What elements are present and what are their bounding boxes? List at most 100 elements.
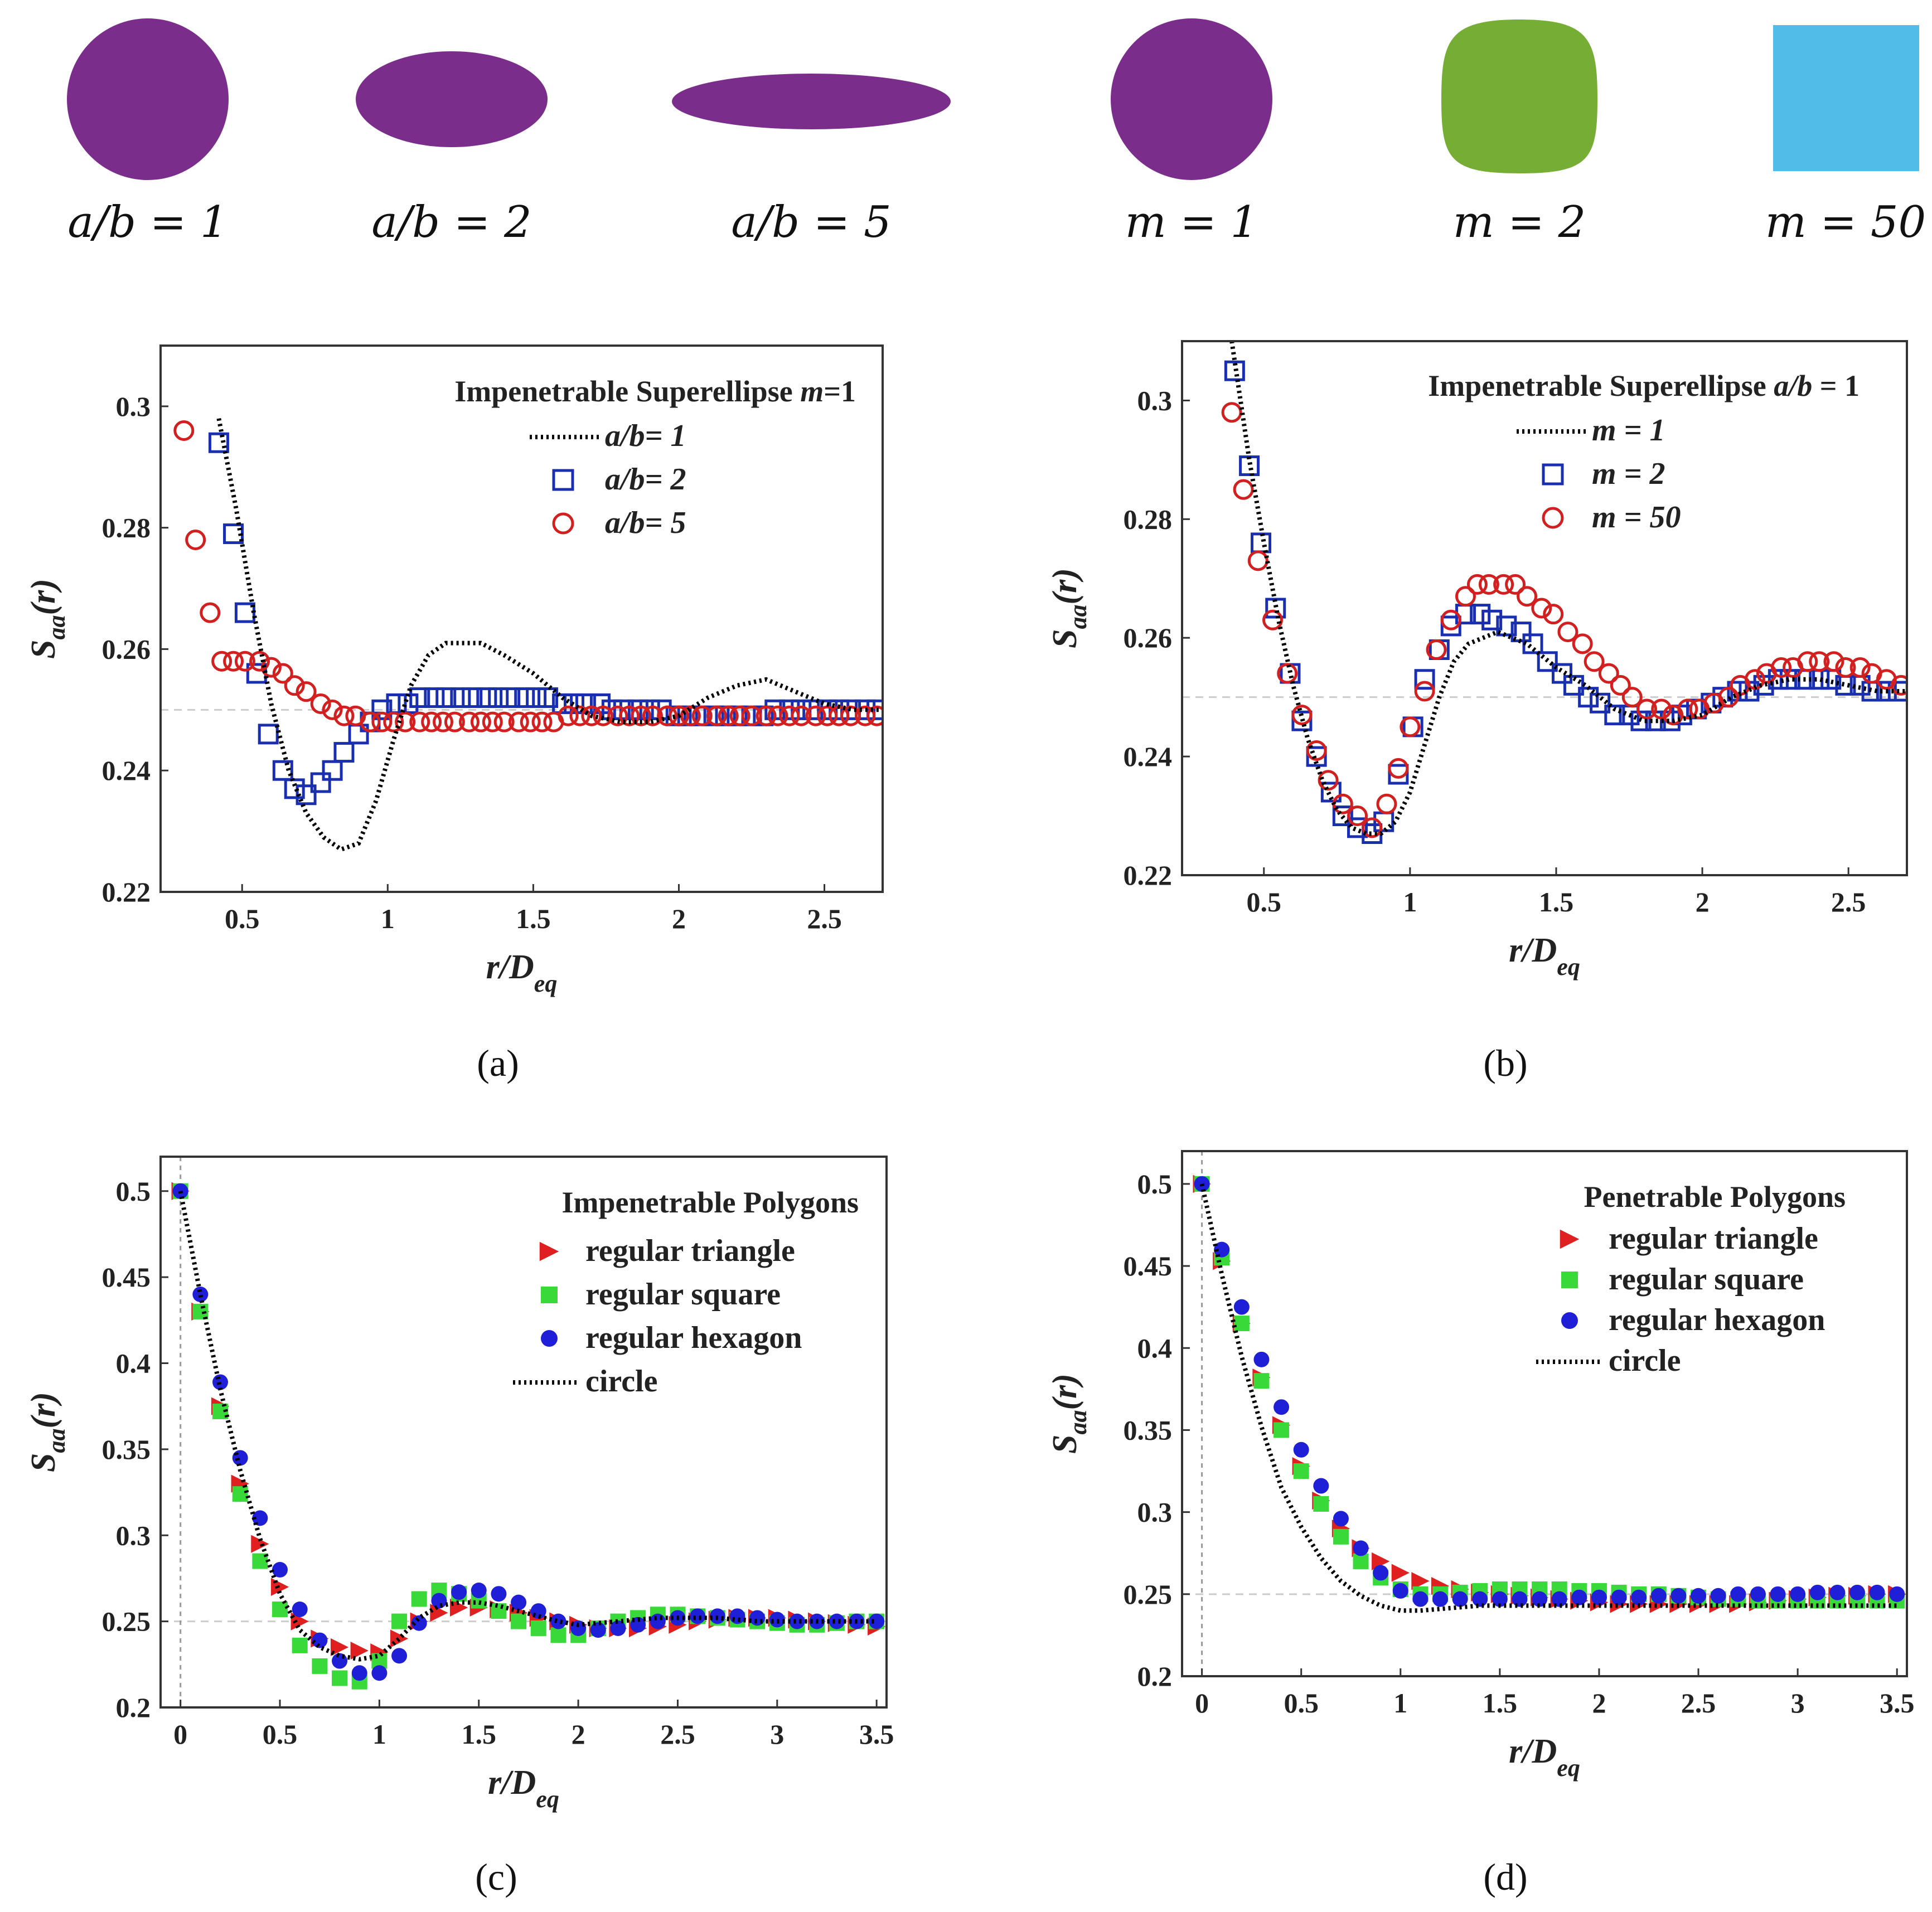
legend-label: regular hexagon	[585, 1321, 802, 1355]
data-point	[185, 529, 206, 550]
data-point	[1372, 1552, 1390, 1571]
data-point	[869, 1613, 885, 1629]
data-point	[1376, 793, 1397, 814]
data-point	[272, 663, 293, 684]
y-tick-label: 0.2	[1137, 1661, 1173, 1692]
data-point	[530, 1620, 546, 1636]
data-point	[470, 711, 491, 732]
y-tick-label: 0.35	[102, 1434, 151, 1465]
data-point	[619, 705, 640, 726]
data-point	[650, 1613, 666, 1629]
legend-label: regular square	[1609, 1262, 1804, 1297]
panel-b: 0.5 1 1.5 2 2.5 0.22 0.24 0.26 0.28 0.3 r/Deq Saa(r…	[1046, 340, 1908, 1084]
data-point	[1426, 639, 1447, 661]
data-point	[430, 1604, 448, 1622]
data-point	[1636, 698, 1657, 720]
data-point	[1512, 1591, 1528, 1607]
data-point	[1440, 609, 1461, 630]
data-point	[1347, 817, 1368, 838]
data-point	[284, 675, 305, 696]
panel-a: 0.5 1 1.5 2 2.5 0.22 0.24 0.26 0.28 0.3 r/Deq Saa(r…	[25, 344, 884, 1084]
panel-label: (a)	[477, 1042, 519, 1084]
data-point	[1262, 609, 1283, 630]
data-point	[1388, 764, 1409, 785]
data-point	[383, 711, 404, 732]
data-point	[1291, 705, 1313, 726]
data-point	[1584, 651, 1605, 672]
data-point	[691, 705, 713, 726]
data-point	[1274, 1422, 1290, 1438]
data-point	[550, 1627, 566, 1643]
legend-title: Impenetrable Superellipse a/b = 1	[1428, 369, 1860, 402]
plot-frame	[159, 344, 884, 893]
data-point	[1493, 574, 1514, 595]
data-point	[1650, 1588, 1667, 1604]
data-point	[779, 699, 800, 720]
data-point	[1306, 746, 1327, 767]
legend-label: a/b= 2	[605, 462, 686, 497]
data-point	[866, 699, 883, 720]
data-point	[421, 711, 442, 732]
data-point	[409, 711, 430, 732]
legend-item: a/b= 2	[552, 462, 686, 497]
panel-d: 0 0.5 1 1.5 2 2.5 3 3.5 0.2 0.25 0.3 0.35 0.4 0.45 0.5…	[1046, 1150, 1914, 1898]
data-point	[333, 742, 355, 763]
series-line	[216, 418, 883, 852]
plot-area	[1193, 1175, 1906, 1613]
legend-title: Impenetrable Superellipse m=1	[454, 375, 856, 408]
data-point	[593, 705, 614, 726]
x-tick-label: 3	[1791, 1687, 1805, 1719]
shape-label: a/b = 1	[67, 197, 227, 248]
data-point	[1392, 1583, 1408, 1599]
data-point	[411, 1591, 427, 1607]
data-point	[351, 1665, 367, 1681]
legend-label: m = 2	[1592, 457, 1665, 491]
legend-item: m = 2	[1542, 457, 1665, 491]
legend-label: regular hexagon	[1609, 1303, 1825, 1337]
y-tick-label: 0.22	[1124, 860, 1173, 891]
data-point	[350, 1642, 369, 1660]
data-point	[290, 1612, 309, 1630]
plot-frame	[1181, 1150, 1908, 1677]
data-point	[1470, 604, 1491, 625]
x-axis-label: r/Deq	[488, 1764, 559, 1813]
legend-item: regular square	[1561, 1262, 1804, 1297]
data-point	[1414, 681, 1435, 702]
x-axis-label: r/Deq	[486, 948, 558, 997]
data-point	[1347, 805, 1368, 827]
data-point	[1551, 663, 1572, 684]
legend-marker-swatch	[541, 1330, 558, 1347]
data-point	[332, 1670, 348, 1686]
x-tick-label: 2.5	[660, 1719, 695, 1750]
data-point	[1771, 657, 1792, 678]
x-tick-label: 0.5	[1247, 886, 1282, 918]
data-point	[200, 602, 221, 623]
data-point	[1452, 1591, 1468, 1607]
data-point	[829, 1613, 845, 1629]
data-point	[767, 705, 788, 726]
panel-label: (c)	[475, 1856, 517, 1898]
data-point	[789, 1613, 805, 1629]
shapes-row: a/b = 1 a/b = 2 a/b = 5 m = 1 m = 2 m = …	[67, 18, 1926, 248]
data-point	[211, 651, 233, 672]
data-point	[332, 1653, 348, 1669]
plot-area	[1221, 341, 1907, 844]
data-point	[409, 687, 430, 708]
y-tick-label: 0.45	[102, 1261, 151, 1293]
data-point	[1611, 1589, 1627, 1605]
shape-circle-ab1	[67, 18, 229, 180]
data-point	[1455, 586, 1476, 607]
data-point	[508, 711, 529, 732]
data-point	[1710, 1588, 1726, 1604]
data-point	[371, 711, 393, 732]
data-point	[1253, 1373, 1270, 1389]
data-point	[1265, 598, 1286, 619]
data-point	[1621, 687, 1643, 708]
data-point	[729, 705, 750, 726]
legend-item: regular hexagon	[541, 1321, 802, 1355]
x-tick-label: 0.5	[263, 1719, 298, 1750]
legend-marker-swatch	[552, 469, 574, 491]
data-point	[391, 1648, 408, 1664]
data-point	[444, 711, 465, 732]
